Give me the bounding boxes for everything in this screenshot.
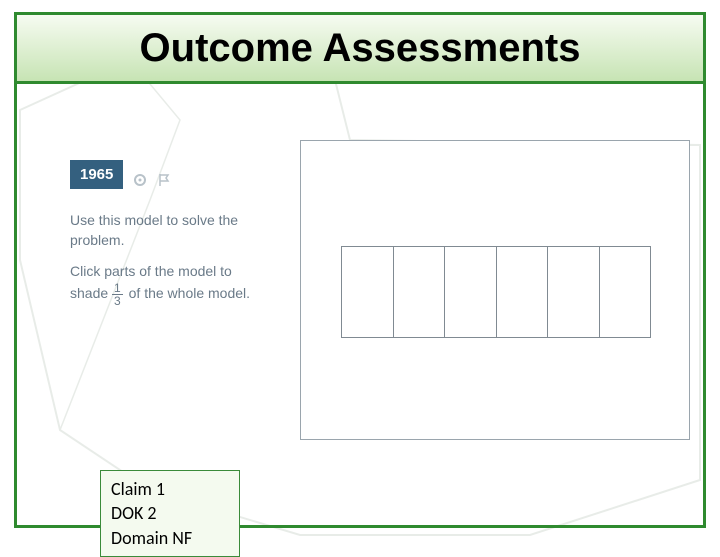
problem-block: 1965 Use this model to solve the problem…	[70, 160, 270, 307]
fraction: 1 3	[112, 282, 123, 307]
content-area: 1965 Use this model to solve the problem…	[20, 100, 700, 520]
year-badge: 1965	[70, 160, 123, 189]
instruction-line-2: Click parts of the model to shade 1 3 of…	[70, 262, 270, 307]
bar-cell[interactable]	[342, 247, 394, 337]
fraction-denominator: 3	[112, 295, 123, 307]
bar-cell[interactable]	[445, 247, 497, 337]
page-title: Outcome Assessments	[140, 26, 581, 71]
instruction-2-suffix: of the whole model.	[129, 285, 250, 301]
bar-model	[341, 246, 651, 338]
bar-cell[interactable]	[548, 247, 600, 337]
instruction-line-1: Use this model to solve the problem.	[70, 211, 270, 250]
badge-row: 1965	[70, 160, 270, 199]
fraction-numerator: 1	[112, 282, 123, 295]
flag-icon	[157, 173, 171, 187]
title-bar: Outcome Assessments	[14, 12, 706, 84]
metadata-dok: DOK 2	[111, 501, 229, 525]
bar-cell[interactable]	[600, 247, 651, 337]
bar-cell[interactable]	[497, 247, 549, 337]
metadata-claim: Claim 1	[111, 477, 229, 501]
target-icon	[133, 173, 147, 187]
bar-cell[interactable]	[394, 247, 446, 337]
model-panel	[300, 140, 690, 440]
metadata-domain: Domain NF	[111, 526, 229, 550]
metadata-box: Claim 1 DOK 2 Domain NF	[100, 470, 240, 557]
